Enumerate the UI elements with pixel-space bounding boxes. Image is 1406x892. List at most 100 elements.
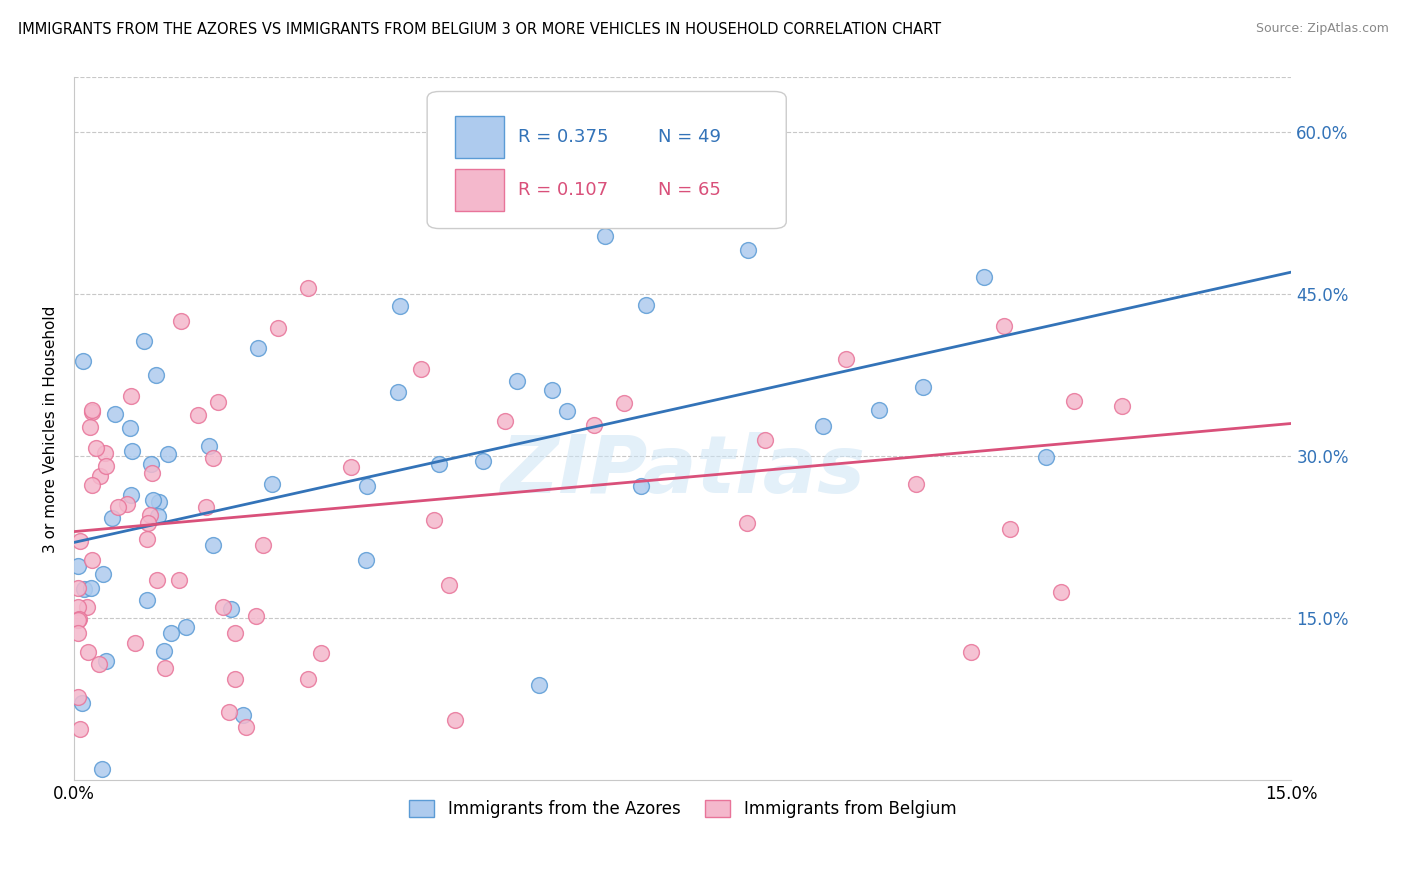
Bar <box>456 169 503 211</box>
Point <box>735 516 758 531</box>
Point <box>1111 399 1133 413</box>
Point <box>754 434 776 448</box>
Point <box>142 492 165 507</box>
Point <box>187 408 209 422</box>
Point <box>1049 584 1071 599</box>
Point <box>356 479 378 493</box>
Point <box>471 454 494 468</box>
Point <box>67 581 90 595</box>
Point <box>104 407 127 421</box>
Point <box>135 533 157 547</box>
Point <box>72 353 94 368</box>
Point <box>67 612 90 626</box>
Point <box>124 636 146 650</box>
Point <box>868 402 890 417</box>
Point <box>411 361 433 376</box>
Point <box>224 626 246 640</box>
Bar <box>456 116 503 158</box>
Point <box>583 417 606 432</box>
Point <box>593 228 616 243</box>
Point <box>427 457 450 471</box>
Point <box>148 509 170 524</box>
Point <box>1063 393 1085 408</box>
Point <box>197 439 219 453</box>
Point <box>443 713 465 727</box>
Point <box>174 620 197 634</box>
Point <box>96 458 118 473</box>
Y-axis label: 3 or more Vehicles in Household: 3 or more Vehicles in Household <box>44 305 58 552</box>
Point <box>267 321 290 335</box>
Point <box>120 488 142 502</box>
Point <box>169 314 191 328</box>
Point <box>835 351 858 366</box>
Point <box>157 447 180 461</box>
Point <box>101 510 124 524</box>
Point <box>540 383 562 397</box>
Point <box>80 582 103 596</box>
Point <box>247 341 270 355</box>
Text: IMMIGRANTS FROM THE AZORES VS IMMIGRANTS FROM BELGIUM 3 OR MORE VEHICLES IN HOUS: IMMIGRANTS FROM THE AZORES VS IMMIGRANTS… <box>18 22 942 37</box>
Point <box>67 690 90 705</box>
Point <box>527 678 550 692</box>
Point <box>141 466 163 480</box>
Point <box>82 405 104 419</box>
Point <box>311 646 333 660</box>
Point <box>139 457 162 471</box>
Point <box>201 538 224 552</box>
Point <box>87 657 110 671</box>
Point <box>67 559 90 574</box>
Point <box>155 661 177 675</box>
Point <box>107 500 129 514</box>
Text: R = 0.375: R = 0.375 <box>519 128 609 146</box>
Point <box>630 479 652 493</box>
Point <box>160 626 183 640</box>
Point <box>235 720 257 734</box>
Point <box>67 599 90 614</box>
Point <box>89 468 111 483</box>
Point <box>91 763 114 777</box>
Point <box>80 402 103 417</box>
Text: ZIPatlas: ZIPatlas <box>501 432 865 510</box>
Text: R = 0.107: R = 0.107 <box>519 181 609 199</box>
Text: N = 49: N = 49 <box>658 128 721 146</box>
Point <box>77 645 100 659</box>
Point <box>1000 522 1022 536</box>
Text: Source: ZipAtlas.com: Source: ZipAtlas.com <box>1256 22 1389 36</box>
Point <box>134 334 156 348</box>
Point <box>84 441 107 455</box>
Legend: Immigrants from the Azores, Immigrants from Belgium: Immigrants from the Azores, Immigrants f… <box>402 793 963 825</box>
Point <box>388 299 411 313</box>
Point <box>67 613 90 627</box>
Point <box>194 500 217 515</box>
Point <box>167 573 190 587</box>
Point <box>423 513 446 527</box>
Point <box>494 414 516 428</box>
Point <box>262 476 284 491</box>
FancyBboxPatch shape <box>427 92 786 228</box>
Point <box>960 645 983 659</box>
Point <box>973 270 995 285</box>
Point <box>219 601 242 615</box>
Point <box>737 243 759 257</box>
Point <box>94 654 117 668</box>
Point <box>439 578 461 592</box>
Point <box>79 420 101 434</box>
Point <box>94 446 117 460</box>
Point <box>207 394 229 409</box>
Point <box>82 552 104 566</box>
Point <box>224 672 246 686</box>
Point <box>340 459 363 474</box>
Point <box>67 626 90 640</box>
Point <box>146 573 169 587</box>
Point <box>1035 450 1057 465</box>
Point <box>245 608 267 623</box>
Point <box>115 497 138 511</box>
Point <box>252 538 274 552</box>
Point <box>613 396 636 410</box>
Point <box>69 723 91 737</box>
Point <box>993 318 1015 333</box>
Point <box>148 495 170 509</box>
Point <box>136 593 159 607</box>
Point <box>813 419 835 434</box>
Point <box>76 600 98 615</box>
